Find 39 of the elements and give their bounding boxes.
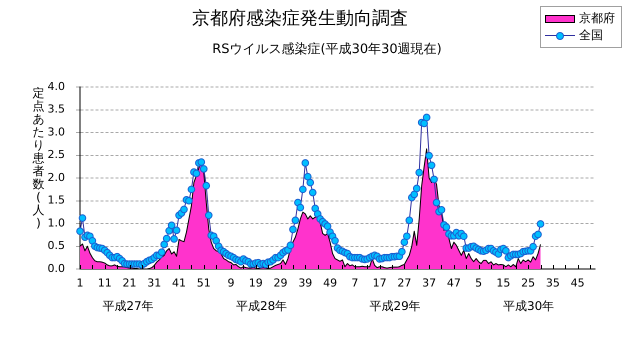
text: 平成29年 — [369, 299, 421, 314]
x-tick-label: 19 — [248, 276, 263, 290]
x-tick-label: 29 — [274, 276, 288, 290]
x-tick-label: 51 — [196, 276, 211, 290]
text: 定点あたり患者数(人) — [32, 86, 44, 230]
text: 平成28年 — [236, 299, 288, 314]
x-tick-label: 45 — [570, 276, 585, 290]
y-tick-label: 1.5 — [48, 194, 65, 207]
chart-subtitle: RSウイルス感染症(平成30年30週現在) — [212, 42, 442, 58]
y-tick-label: 3.5 — [48, 102, 65, 116]
x-tick-label: 21 — [122, 276, 137, 290]
chart-title: 京都府感染症発生動向調査 — [192, 8, 408, 29]
text: 平成27年 — [102, 299, 154, 314]
x-tick-label: 5 — [475, 276, 482, 290]
x-tick-label: 27 — [397, 276, 412, 290]
y-tick-label: 2.0 — [48, 170, 65, 184]
y-tick-label: 2.5 — [48, 148, 65, 162]
x-tick-label: 9 — [228, 276, 235, 290]
text: 平成30年 — [502, 299, 554, 314]
x-tick-label: 35 — [546, 276, 560, 290]
y-tick-label: 4.0 — [48, 80, 65, 93]
x-tick-label: 25 — [521, 276, 536, 290]
y-tick-label: 3.0 — [48, 125, 65, 138]
y-tick-label: 0.5 — [48, 239, 65, 252]
x-tick-label: 7 — [351, 276, 358, 290]
x-tick-label: 1 — [76, 276, 84, 290]
y-tick-label: 1.0 — [48, 216, 65, 230]
x-tick-label: 17 — [372, 276, 387, 290]
y-tick-label: 0.0 — [48, 262, 65, 275]
x-tick-label: 39 — [298, 276, 312, 290]
x-tick-label: 41 — [172, 276, 186, 290]
x-tick-label: 47 — [446, 276, 461, 290]
x-tick-label: 31 — [147, 276, 162, 290]
legend-label: 京都府 — [579, 10, 615, 27]
x-tick-label: 37 — [422, 276, 436, 290]
x-tick-label: 15 — [496, 276, 510, 290]
legend-label: 全国 — [579, 27, 603, 44]
x-tick-label: 11 — [98, 276, 112, 290]
x-tick-label: 49 — [323, 276, 338, 290]
